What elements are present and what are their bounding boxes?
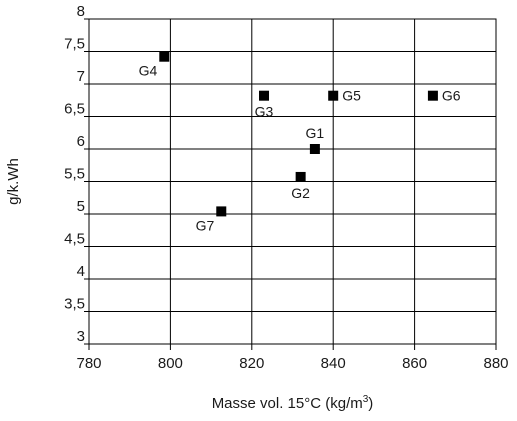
- y-tick-label: 6,5: [64, 101, 85, 118]
- y-tick-label: 7: [77, 68, 85, 85]
- x-axis-title-superscript: 3: [363, 394, 369, 405]
- y-tick-label: 6: [77, 133, 85, 150]
- data-point-marker: [309, 144, 320, 154]
- y-tick-label: 7,5: [64, 36, 85, 53]
- y-tick-label: 5,5: [64, 166, 85, 183]
- x-axis-title-main: Masse vol. 15°C (kg/m: [212, 395, 363, 412]
- data-points: G1 G2 G3 G4 G5 G6 G7: [139, 51, 461, 233]
- x-tick-label: 860: [402, 355, 427, 372]
- data-point-label: G2: [291, 185, 310, 201]
- data-point-label: G1: [306, 125, 325, 141]
- x-axis-title: Masse vol. 15°C (kg/m3): [212, 394, 374, 412]
- x-tick-label: 840: [321, 355, 346, 372]
- x-axis-title-end: ): [368, 395, 373, 412]
- y-tick-label: 5: [77, 198, 85, 215]
- y-axis-ticks: 3 3,5 4 4,5 5 5,5 6 6,5 7 7,5 8: [64, 3, 89, 345]
- y-tick-label: 4,5: [64, 231, 85, 248]
- y-tick-label: 4: [77, 263, 85, 280]
- x-tick-label: 780: [76, 355, 101, 372]
- data-point-marker: [427, 90, 438, 101]
- y-tick-label: 3,5: [64, 296, 85, 313]
- data-point-marker: [295, 171, 306, 182]
- data-point-label: G6: [442, 88, 461, 104]
- data-point-marker: [216, 206, 227, 217]
- y-axis-title: g/k.Wh: [5, 158, 22, 205]
- y-tick-label: 8: [77, 3, 85, 20]
- x-tick-label: 820: [239, 355, 264, 372]
- x-axis-ticks: 780 800 820 840 860 880: [76, 344, 509, 372]
- data-point-label: G5: [342, 88, 361, 104]
- data-point-label: G7: [196, 217, 215, 233]
- data-point-marker: [259, 90, 270, 101]
- x-tick-label: 800: [158, 355, 183, 372]
- data-point-marker: [159, 51, 170, 62]
- data-point-marker: [328, 90, 339, 101]
- data-point-label: G4: [139, 63, 158, 79]
- y-tick-label: 3: [77, 328, 85, 345]
- x-tick-label: 880: [483, 355, 508, 372]
- data-point-label: G3: [255, 104, 274, 120]
